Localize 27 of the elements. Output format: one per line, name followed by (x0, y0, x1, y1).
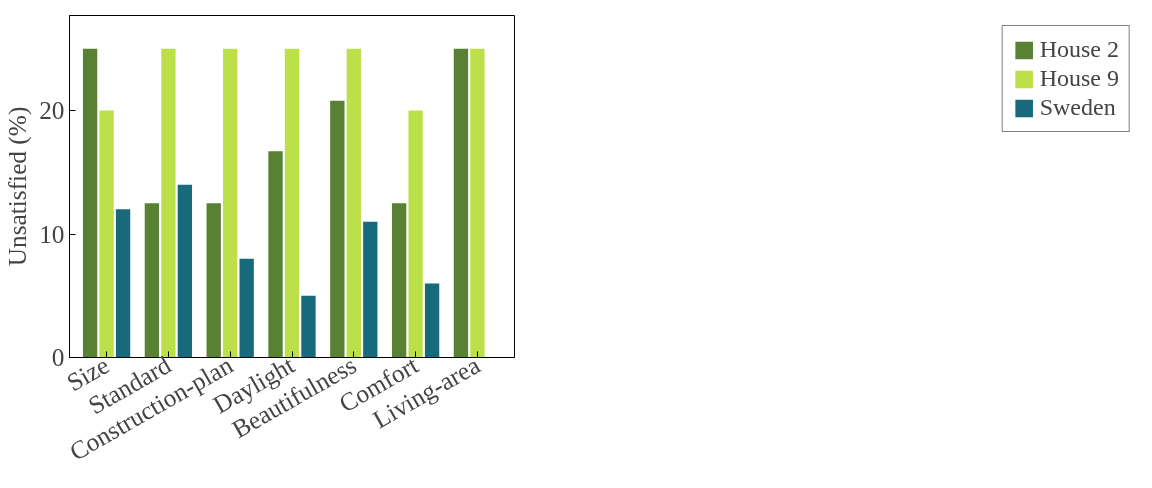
bar (206, 203, 221, 358)
y-tick-label: 20 (39, 96, 65, 125)
legend-label: House 9 (1039, 65, 1119, 92)
legend-label: Sweden (1039, 94, 1116, 121)
y-tick-label: 0 (51, 343, 65, 371)
bar (82, 48, 98, 358)
y-axis-title: Unsatisfied (%) (3, 106, 33, 267)
bar (161, 48, 176, 358)
bar (99, 110, 114, 358)
y-tick-label: 10 (39, 219, 65, 248)
bar (453, 48, 469, 358)
bar (346, 48, 361, 358)
bar (177, 184, 193, 358)
bar (284, 48, 300, 358)
bar (470, 48, 485, 358)
bar (144, 203, 160, 358)
bar (330, 100, 345, 358)
bar (115, 209, 131, 358)
bar (391, 203, 407, 358)
bar (268, 151, 283, 358)
bar (408, 110, 423, 358)
bar (363, 221, 378, 358)
bar (239, 258, 254, 358)
bar (223, 48, 238, 358)
legend-label: House 2 (1039, 36, 1119, 63)
bar (424, 283, 440, 358)
bar (301, 295, 316, 358)
